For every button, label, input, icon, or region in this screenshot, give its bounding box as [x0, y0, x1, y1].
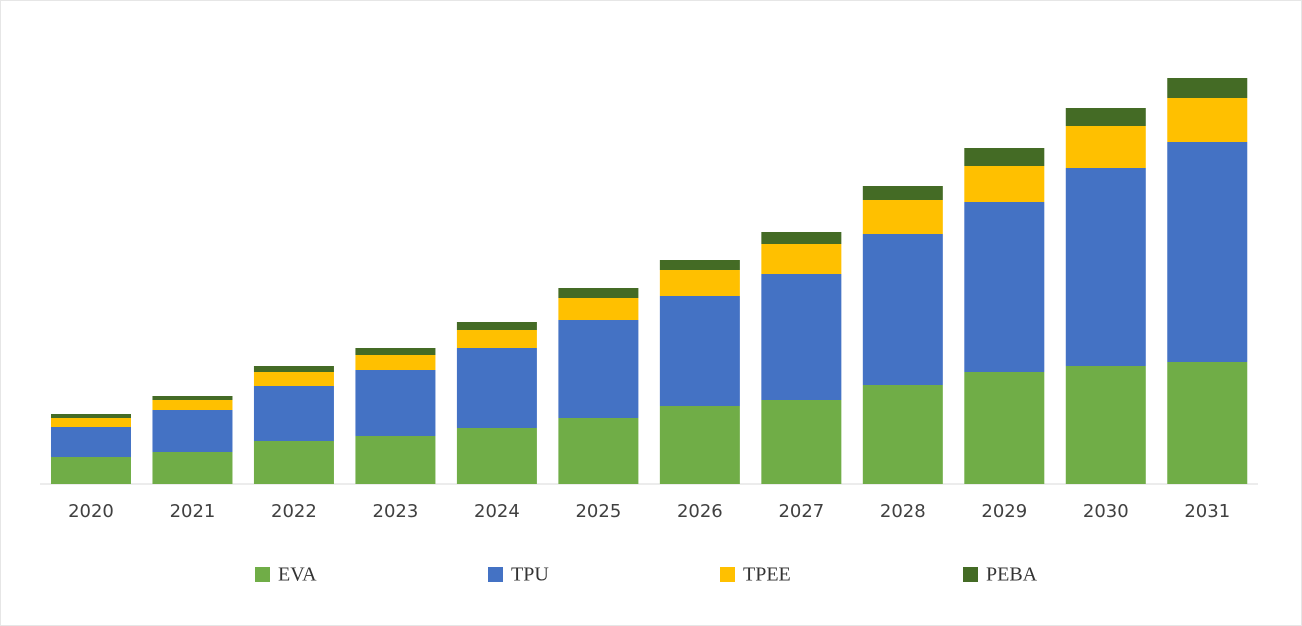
bar-segment — [456, 322, 537, 330]
bar-segment — [558, 418, 639, 484]
bar-segment — [964, 372, 1045, 484]
bar-segment — [659, 406, 740, 484]
bar-segment — [1065, 168, 1146, 366]
x-tick-label: 2025 — [575, 501, 621, 522]
bar-segment — [862, 385, 943, 484]
bar-segment — [456, 348, 537, 428]
bar-segment — [964, 148, 1045, 166]
x-tick-label: 2023 — [373, 501, 419, 522]
bar-segment — [1167, 362, 1248, 484]
bar-segment — [152, 410, 233, 452]
bar-segment — [659, 260, 740, 270]
x-tick-label: 2020 — [68, 501, 114, 522]
x-tick-label: 2022 — [271, 501, 317, 522]
bar-segment — [152, 452, 233, 484]
x-tick-label: 2029 — [981, 501, 1027, 522]
bar-segment — [659, 296, 740, 406]
x-tick-label: 2030 — [1083, 501, 1129, 522]
bar-segment — [50, 418, 131, 427]
bar-segment — [1167, 78, 1248, 98]
bar-segment — [558, 298, 639, 320]
x-tick-label: 2021 — [170, 501, 216, 522]
legend-label: TPEE — [743, 564, 791, 586]
bar-segment — [964, 202, 1045, 372]
x-tick-label: 2027 — [778, 501, 824, 522]
bar-segment — [50, 427, 131, 457]
bar-segment — [558, 320, 639, 418]
bar-segment — [50, 457, 131, 484]
legend-swatch — [255, 567, 270, 582]
bar-segment — [456, 428, 537, 484]
bar-segment — [253, 441, 334, 484]
bar-segment — [761, 232, 842, 244]
x-tick-label: 2024 — [474, 501, 520, 522]
legend-label: EVA — [278, 564, 317, 586]
bar-segment — [761, 244, 842, 274]
bar-segment — [761, 274, 842, 400]
x-tick-label: 2028 — [880, 501, 926, 522]
x-tick-label: 2031 — [1184, 501, 1230, 522]
bar-segment — [862, 186, 943, 200]
bar-segment — [355, 348, 436, 355]
legend-label: PEBA — [986, 564, 1038, 586]
bar-segment — [152, 396, 233, 400]
legend-swatch — [488, 567, 503, 582]
legend-swatch — [963, 567, 978, 582]
bar-segment — [862, 200, 943, 234]
bar-segment — [355, 436, 436, 484]
bar-segment — [558, 288, 639, 298]
bar-segment — [152, 400, 233, 410]
x-tick-label: 2026 — [677, 501, 723, 522]
bar-segment — [355, 370, 436, 436]
bar-segment — [1065, 366, 1146, 484]
bar-segment — [659, 270, 740, 296]
bar-segment — [50, 414, 131, 418]
legend-swatch — [720, 567, 735, 582]
bar-segment — [253, 372, 334, 386]
bar-segment — [1065, 126, 1146, 168]
bar-segment — [1167, 98, 1248, 142]
bar-segment — [862, 234, 943, 385]
legend-label: TPU — [511, 564, 549, 586]
bar-segment — [355, 355, 436, 370]
bar-segment — [1167, 142, 1248, 362]
bar-segment — [456, 330, 537, 348]
bar-segment — [964, 166, 1045, 202]
bar-segment — [1065, 108, 1146, 126]
bar-segment — [253, 386, 334, 441]
bar-segment — [253, 366, 334, 372]
bar-segment — [761, 400, 842, 484]
